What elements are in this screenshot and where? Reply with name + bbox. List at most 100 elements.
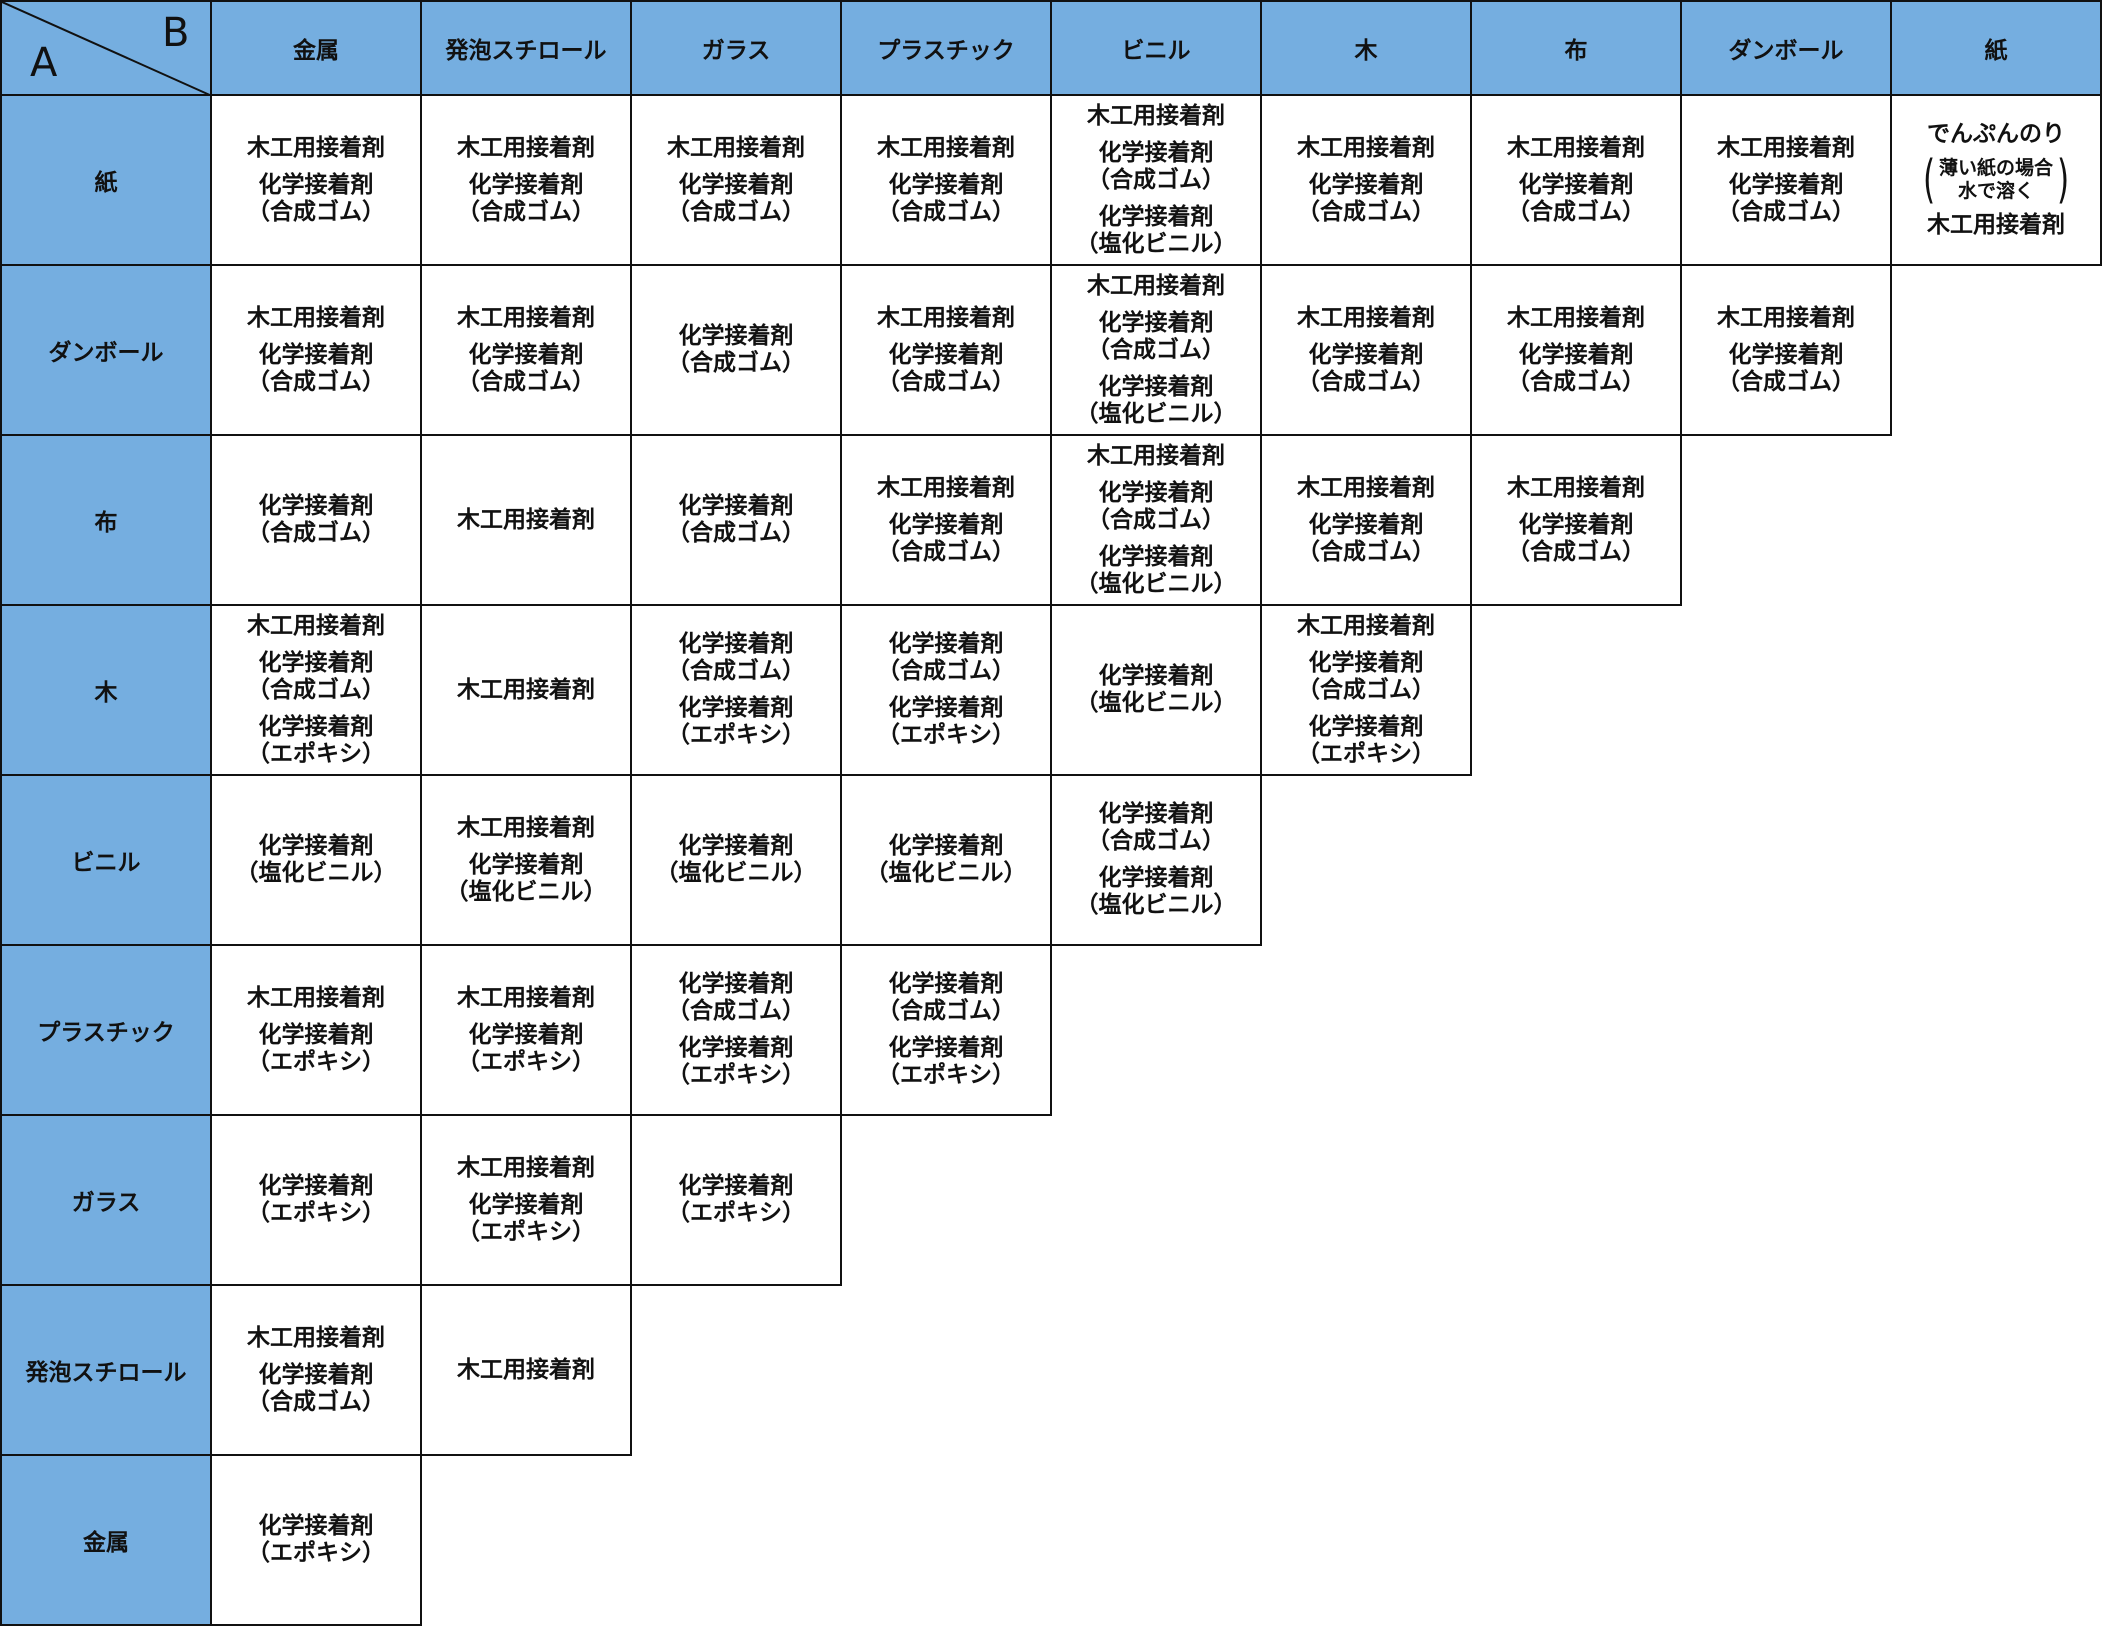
adhesive-entry: 木工用接着剤 bbox=[247, 1325, 385, 1352]
adhesive-line: （エポキシ） bbox=[877, 1062, 1015, 1088]
adhesive-entry: 化学接着剤 （エポキシ） bbox=[877, 1035, 1015, 1089]
adhesive-entry: 木工用接着剤 bbox=[247, 135, 385, 162]
adhesive-line: 化学接着剤 bbox=[888, 171, 1004, 198]
table-cell: 化学接着剤 （エポキシ） bbox=[210, 1454, 422, 1626]
adhesive-entry: 化学接着剤 （合成ゴム） bbox=[1297, 650, 1435, 704]
close-paren: ) bbox=[2057, 150, 2070, 210]
table-cell: 化学接着剤 （塩化ビニル） bbox=[1050, 604, 1262, 776]
adhesive-line: 化学接着剤 bbox=[888, 511, 1004, 538]
adhesive-line: 木工用接着剤 bbox=[457, 676, 595, 703]
adhesive-line: 木工用接着剤 bbox=[1717, 304, 1855, 331]
adhesive-line: （合成ゴム） bbox=[457, 198, 595, 225]
adhesive-line: 木工用接着剤 bbox=[877, 304, 1015, 331]
adhesive-line: 化学接着剤 bbox=[258, 1173, 374, 1199]
row-header: 木 bbox=[0, 604, 212, 776]
table-cell: 木工用接着剤化学接着剤 （合成ゴム） bbox=[840, 264, 1052, 436]
adhesive-line: （塩化ビニル） bbox=[1075, 230, 1237, 257]
adhesive-line: （合成ゴム） bbox=[1507, 538, 1645, 565]
adhesive-entry: 化学接着剤 （エポキシ） bbox=[457, 1022, 595, 1076]
adhesive-line: 木工用接着剤 bbox=[1297, 474, 1435, 501]
adhesive-entry: 化学接着剤 （合成ゴム） bbox=[667, 323, 805, 377]
adhesive-line: （エポキシ） bbox=[457, 1048, 595, 1075]
table-cell: 木工用接着剤 化学接着剤 （合成ゴム） bbox=[420, 94, 632, 266]
adhesive-line: 木工用接着剤 bbox=[877, 474, 1015, 501]
adhesive-line: （合成ゴム） bbox=[877, 538, 1015, 565]
adhesive-entry: 木工用接着剤 bbox=[1087, 273, 1225, 300]
adhesive-line: 化学接着剤 bbox=[888, 971, 1004, 997]
adhesive-line: 化学接着剤 bbox=[1308, 713, 1424, 740]
row-header: 金属 bbox=[0, 1454, 212, 1626]
adhesive-line: （合成ゴム） bbox=[1087, 336, 1225, 363]
adhesive-line: （塩化ビニル） bbox=[1075, 400, 1237, 427]
adhesive-entry: 木工用接着剤 bbox=[877, 475, 1015, 502]
adhesive-entry: 化学接着剤 （合成ゴム） bbox=[1087, 480, 1225, 534]
table-cell: 木工用接着剤 化学接着剤 （エポキシ） bbox=[420, 1114, 632, 1286]
table-cell: 木工用接着剤 化学接着剤 （合成ゴム） bbox=[630, 94, 842, 266]
adhesive-line: （塩化ビニル） bbox=[1075, 570, 1237, 597]
adhesive-entry: 化学接着剤 （合成ゴム） bbox=[877, 342, 1015, 396]
table-cell: 化学接着剤 （合成ゴム） bbox=[630, 434, 842, 606]
adhesive-line: 化学接着剤 bbox=[258, 493, 374, 519]
row-header: 発泡スチロール bbox=[0, 1284, 212, 1456]
table-cell: 木工用接着剤 化学接着剤 （合成ゴム） bbox=[1260, 264, 1472, 436]
adhesive-entry: 化学接着剤 （塩化ビニル） bbox=[1076, 663, 1237, 717]
adhesive-line: （塩化ビニル） bbox=[655, 860, 817, 886]
adhesive-line: （合成ゴム） bbox=[1087, 506, 1225, 533]
row-header: プラスチック bbox=[0, 944, 212, 1116]
adhesive-line: （合成ゴム） bbox=[1507, 368, 1645, 395]
adhesive-entry: 化学接着剤 （合成ゴム） bbox=[1717, 172, 1855, 226]
adhesive-line: 化学接着剤 bbox=[468, 171, 584, 198]
adhesive-line: 木工用接着剤 bbox=[1927, 212, 2065, 238]
table-cell: 木工用接着剤 化学接着剤 （合成ゴム） 化学接着剤 （塩化ビニル） bbox=[1050, 434, 1262, 606]
adhesive-entry: 化学接着剤 （エポキシ） bbox=[247, 1173, 385, 1227]
adhesive-entry: 化学接着剤 （合成ゴム） bbox=[1717, 342, 1855, 396]
adhesive-entry: 木工用接着剤 bbox=[247, 985, 385, 1012]
table-cell: 化学接着剤 （塩化ビニル） bbox=[630, 774, 842, 946]
table-cell: 木工用接着剤 化学接着剤 （合成ゴム） bbox=[1260, 94, 1472, 266]
adhesive-entry: 化学接着剤 （合成ゴム） bbox=[1087, 801, 1225, 855]
adhesive-line: 化学接着剤 bbox=[1098, 139, 1214, 166]
adhesive-entry: 化学接着剤 （合成ゴム） bbox=[877, 971, 1015, 1025]
adhesive-entry: 木工用接着剤 bbox=[667, 135, 805, 162]
column-header: 金属 bbox=[210, 0, 422, 96]
table-cell: 木工用接着剤 化学接着剤 （塩化ビニル） bbox=[420, 774, 632, 946]
adhesive-entry: 化学接着剤 （エポキシ） bbox=[1297, 714, 1435, 768]
table-cell: 木工用接着剤 bbox=[420, 434, 632, 606]
adhesive-entry: 化学接着剤 （エポキシ） bbox=[667, 695, 805, 749]
adhesive-line: 木工用接着剤 bbox=[457, 506, 595, 533]
adhesive-entry: 木工用接着剤 bbox=[457, 985, 595, 1012]
adhesive-line: （合成ゴム） bbox=[457, 368, 595, 395]
row-header: 紙 bbox=[0, 94, 212, 266]
adhesive-line: （合成ゴム） bbox=[1297, 368, 1435, 395]
adhesive-line: 化学接着剤 bbox=[1098, 663, 1214, 689]
adhesive-line: （合成ゴム） bbox=[667, 520, 805, 546]
table-cell: 化学接着剤 （合成ゴム） bbox=[210, 434, 422, 606]
adhesive-line: 化学接着剤 bbox=[888, 631, 1004, 657]
adhesive-line: 木工用接着剤 bbox=[1297, 612, 1435, 639]
adhesive-entry: 木工用接着剤 bbox=[457, 1357, 595, 1384]
adhesive-entry: 木工用接着剤 bbox=[1297, 305, 1435, 332]
column-axis-label: B bbox=[162, 10, 190, 56]
column-header: 布 bbox=[1470, 0, 1682, 96]
adhesive-entry: 木工用接着剤 bbox=[1927, 212, 2065, 239]
table-cell: 化学接着剤 （合成ゴム） 化学接着剤 （エポキシ） bbox=[840, 604, 1052, 776]
table-cell: 木工用接着剤化学接着剤 （合成ゴム） 化学接着剤 （エポキシ） bbox=[1260, 604, 1472, 776]
usage-note: (薄い紙の場合 水で溶く) bbox=[1919, 150, 2074, 210]
open-paren: ( bbox=[1922, 150, 1935, 210]
adhesive-line: （エポキシ） bbox=[457, 1218, 595, 1245]
adhesive-line: 木工用接着剤 bbox=[1087, 102, 1225, 129]
adhesive-line: 化学接着剤 bbox=[258, 341, 374, 368]
adhesive-entry: 木工用接着剤 bbox=[247, 613, 385, 640]
adhesive-line: 化学接着剤 bbox=[468, 1191, 584, 1218]
adhesive-entry: 化学接着剤 （合成ゴム） bbox=[1087, 310, 1225, 364]
column-header: ビニル bbox=[1050, 0, 1262, 96]
adhesive-line: （合成ゴム） bbox=[247, 676, 385, 703]
corner-header: A B bbox=[0, 0, 213, 97]
adhesive-line: （合成ゴム） bbox=[247, 198, 385, 225]
table-cell: 木工用接着剤 化学接着剤 （合成ゴム） 化学接着剤 （エポキシ） bbox=[210, 604, 422, 776]
adhesive-entry: 化学接着剤 （合成ゴム） bbox=[247, 1362, 385, 1416]
table-cell: 木工用接着剤化学接着剤 （エポキシ） bbox=[420, 944, 632, 1116]
adhesive-line: （合成ゴム） bbox=[1507, 198, 1645, 225]
adhesive-line: （合成ゴム） bbox=[667, 198, 805, 225]
table-cell: 木工用接着剤化学接着剤 （合成ゴム） bbox=[210, 1284, 422, 1456]
